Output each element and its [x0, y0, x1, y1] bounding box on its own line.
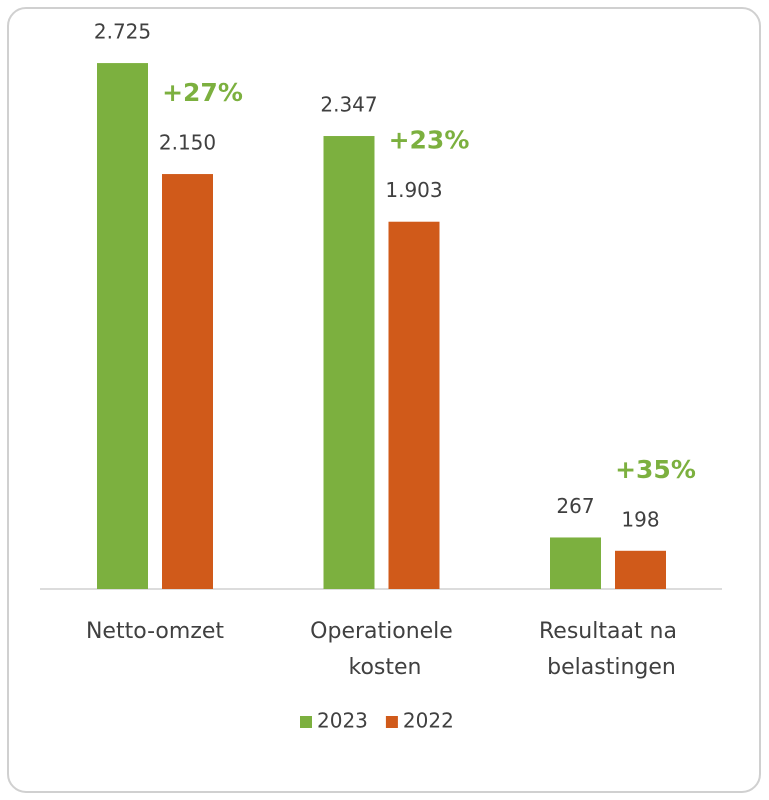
x-tick-label: Netto-omzet — [86, 619, 224, 644]
bar — [550, 537, 601, 589]
value-label: 267 — [556, 494, 594, 518]
bar — [162, 174, 213, 590]
bar — [323, 136, 375, 590]
legend-swatch — [385, 716, 398, 728]
change-annotation: +23% — [389, 126, 470, 155]
x-tick-label: Resultaat na belastingen — [539, 619, 677, 680]
legend-swatch — [300, 716, 312, 728]
value-label: 2.725 — [94, 20, 151, 44]
x-tick-label: Operationele kosten — [310, 619, 453, 680]
bar — [388, 221, 440, 589]
change-annotation: +35% — [615, 455, 696, 484]
value-label: 2.347 — [320, 93, 377, 117]
change-annotation: +27% — [162, 78, 243, 107]
bar — [97, 63, 148, 589]
bar — [615, 550, 666, 589]
legend-label: 2022 — [403, 709, 454, 733]
legend-label: 2023 — [317, 709, 368, 733]
value-label: 2.150 — [159, 131, 216, 155]
value-label: 1.903 — [385, 178, 442, 202]
value-label: 198 — [621, 507, 659, 531]
